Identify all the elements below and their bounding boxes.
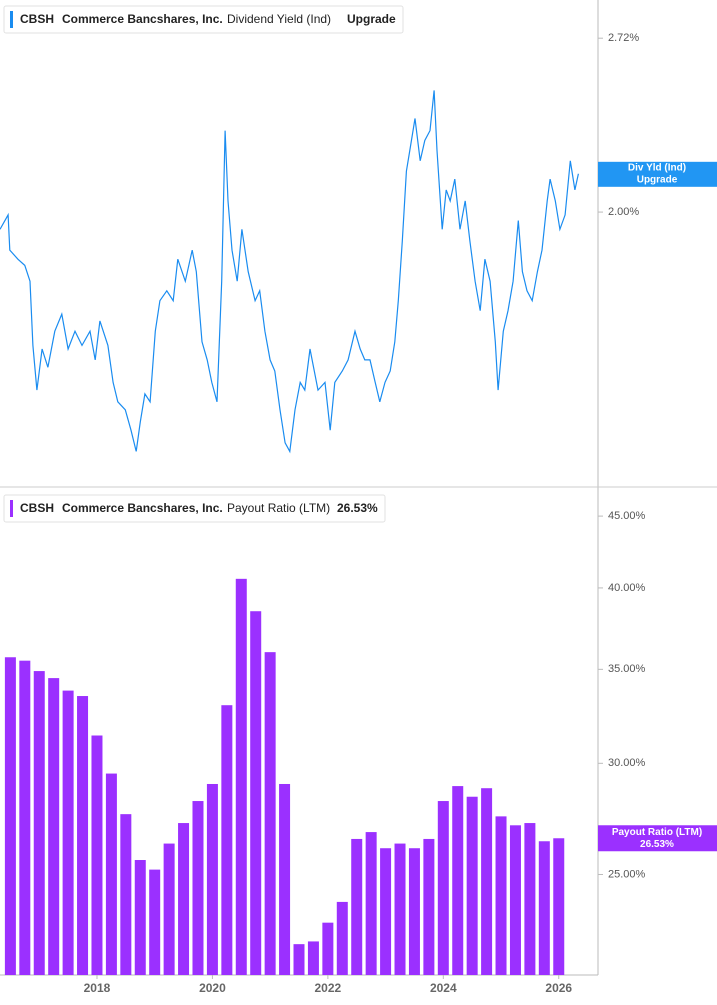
header-box xyxy=(3,494,386,523)
bar xyxy=(19,660,31,975)
bar xyxy=(264,652,276,975)
bar xyxy=(105,773,117,975)
bar xyxy=(481,788,493,975)
dividend-yield-line xyxy=(0,90,579,454)
header-box xyxy=(3,5,404,34)
value-tag: Div Yld (Ind)Upgrade xyxy=(598,161,717,187)
y-tick-label: 25.00% xyxy=(608,868,646,880)
bar xyxy=(192,801,204,975)
tag-value: 26.53% xyxy=(640,839,674,850)
bar xyxy=(62,690,74,975)
tag-label: Payout Ratio (LTM) xyxy=(612,827,702,838)
bar xyxy=(553,838,565,975)
x-tick-label: 2026 xyxy=(545,981,572,995)
bar xyxy=(495,816,507,975)
bar xyxy=(524,823,536,975)
x-tick-label: 2018 xyxy=(84,981,111,995)
x-tick-label: 2020 xyxy=(199,981,226,995)
bar xyxy=(394,843,406,975)
tag-box xyxy=(598,161,717,187)
bar xyxy=(351,838,363,975)
bar xyxy=(279,783,291,975)
bar xyxy=(77,696,89,975)
bar xyxy=(293,944,305,975)
tag-box xyxy=(598,825,717,852)
bar xyxy=(509,825,521,975)
bar xyxy=(322,922,334,975)
ticker: CBSH xyxy=(20,12,54,26)
bar xyxy=(307,941,319,975)
value-tag: Payout Ratio (LTM)26.53% xyxy=(598,825,717,852)
bar xyxy=(134,860,146,975)
bar xyxy=(4,657,16,975)
bar xyxy=(221,705,233,975)
y-tick-label: 30.00% xyxy=(608,757,646,769)
bar xyxy=(336,901,348,975)
header-bottom: CBSH Commerce Bancshares, Inc. Payout Ra… xyxy=(3,494,386,523)
bar xyxy=(538,841,550,975)
y-tick-label: 2.00% xyxy=(608,206,639,218)
y-tick-label: 40.00% xyxy=(608,582,646,594)
x-tick-label: 2024 xyxy=(430,981,457,995)
legend-swatch xyxy=(10,11,13,28)
company: Commerce Bancshares, Inc. xyxy=(62,501,223,515)
ticker: CBSH xyxy=(20,501,54,515)
bar xyxy=(437,801,449,975)
metric-value: 26.53% xyxy=(337,501,378,515)
company: Commerce Bancshares, Inc. xyxy=(62,12,223,26)
bar xyxy=(206,783,218,975)
bar xyxy=(408,848,420,975)
panel: 2.72% 2.00% xyxy=(0,32,639,454)
y-tick-label: 2.72% xyxy=(608,32,639,44)
bar xyxy=(149,869,161,975)
bar xyxy=(33,671,45,975)
legend-swatch xyxy=(10,500,13,517)
bar xyxy=(423,838,435,975)
y-tick-label: 45.00% xyxy=(608,510,646,522)
x-tick-label: 2022 xyxy=(315,981,342,995)
bar xyxy=(452,786,464,975)
metric: Dividend Yield (Ind) xyxy=(227,12,331,26)
metric: Payout Ratio (LTM) xyxy=(227,501,330,515)
bar xyxy=(48,678,60,975)
bar xyxy=(120,814,132,975)
bar xyxy=(178,823,190,975)
y-tick-label: 35.00% xyxy=(608,663,646,675)
bar xyxy=(365,832,377,975)
bar xyxy=(163,843,175,975)
tag-value: Upgrade xyxy=(637,174,678,185)
bar xyxy=(235,578,247,975)
metric-value: Upgrade xyxy=(347,12,396,26)
bar xyxy=(250,611,262,975)
bar xyxy=(91,735,103,975)
panel: 45.00% 40.00% 35.00% 30.00% 25.00% 2018 2020 20… xyxy=(4,510,646,995)
header-top: CBSH Commerce Bancshares, Inc. Dividend … xyxy=(3,5,404,34)
bar xyxy=(380,848,392,975)
bar xyxy=(466,796,478,975)
tag-label: Div Yld (Ind) xyxy=(628,162,686,173)
